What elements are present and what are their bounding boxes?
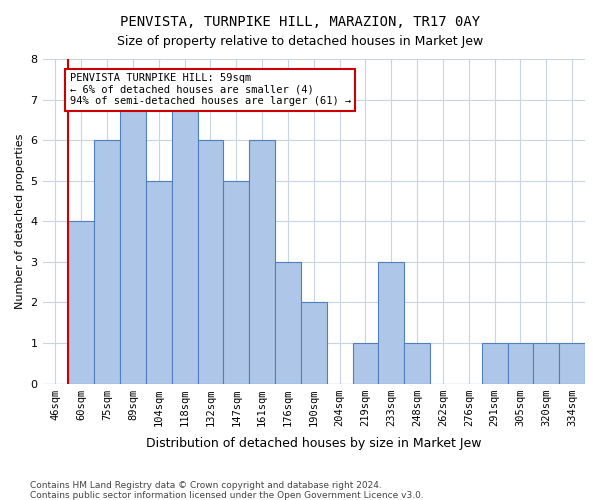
- Text: PENVISTA, TURNPIKE HILL, MARAZION, TR17 0AY: PENVISTA, TURNPIKE HILL, MARAZION, TR17 …: [120, 15, 480, 29]
- Bar: [172, 100, 197, 384]
- Bar: [275, 262, 301, 384]
- Bar: [508, 343, 533, 384]
- Bar: [223, 180, 249, 384]
- Bar: [533, 343, 559, 384]
- Text: Size of property relative to detached houses in Market Jew: Size of property relative to detached ho…: [117, 35, 483, 48]
- Bar: [482, 343, 508, 384]
- X-axis label: Distribution of detached houses by size in Market Jew: Distribution of detached houses by size …: [146, 437, 482, 450]
- Bar: [559, 343, 585, 384]
- Text: Contains HM Land Registry data © Crown copyright and database right 2024.: Contains HM Land Registry data © Crown c…: [30, 481, 382, 490]
- Bar: [404, 343, 430, 384]
- Bar: [68, 222, 94, 384]
- Bar: [94, 140, 120, 384]
- Bar: [146, 180, 172, 384]
- Bar: [353, 343, 379, 384]
- Bar: [249, 140, 275, 384]
- Text: PENVISTA TURNPIKE HILL: 59sqm
← 6% of detached houses are smaller (4)
94% of sem: PENVISTA TURNPIKE HILL: 59sqm ← 6% of de…: [70, 73, 351, 106]
- Y-axis label: Number of detached properties: Number of detached properties: [15, 134, 25, 309]
- Bar: [120, 100, 146, 384]
- Bar: [301, 302, 326, 384]
- Bar: [197, 140, 223, 384]
- Text: Contains public sector information licensed under the Open Government Licence v3: Contains public sector information licen…: [30, 491, 424, 500]
- Bar: [379, 262, 404, 384]
